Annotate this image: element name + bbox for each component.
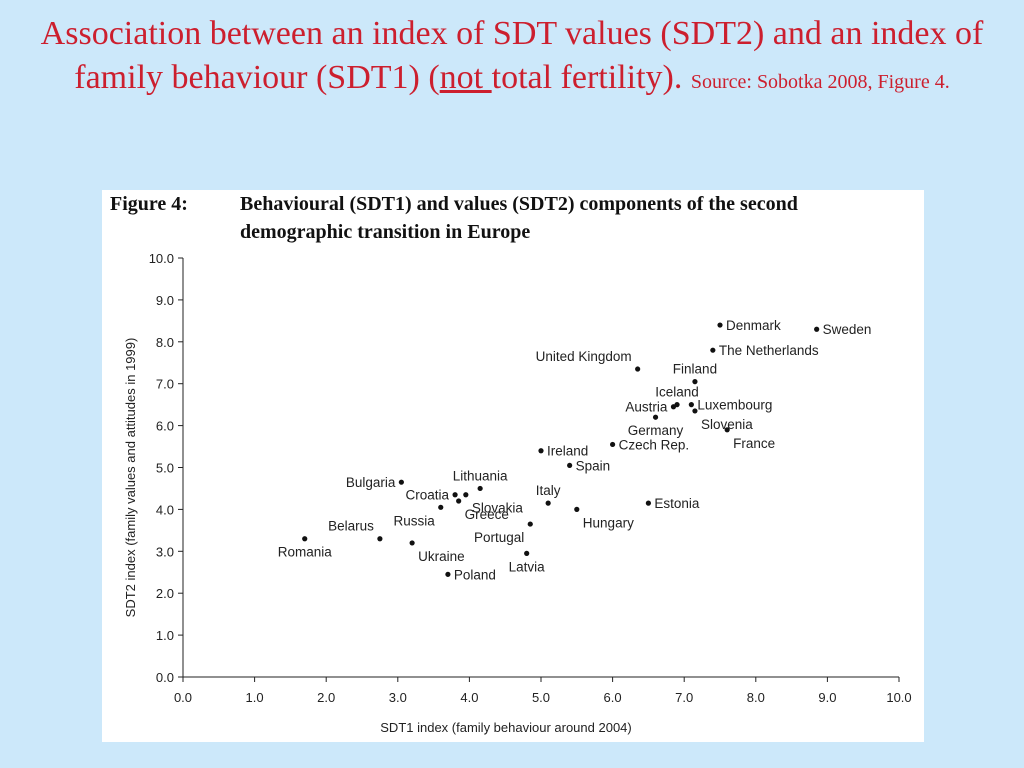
data-point <box>670 404 677 410</box>
title-text-2: total fertility). <box>491 59 683 96</box>
point-label: Denmark <box>726 318 781 333</box>
point-label: Finland <box>673 362 717 377</box>
source-citation: Source: Sobotka 2008, Figure 4. <box>690 71 950 93</box>
point-label: Italy <box>536 483 561 498</box>
y-tick-label: 6.0 <box>156 419 174 434</box>
y-tick-label: 0.0 <box>156 670 174 685</box>
point-label: Czech Rep. <box>619 437 690 452</box>
data-point <box>527 521 533 527</box>
point-label: Ireland <box>547 444 588 459</box>
data-point <box>692 379 698 385</box>
point-label: Iceland <box>655 385 699 400</box>
data-point <box>645 500 652 506</box>
point-label: Slovakia <box>472 501 524 516</box>
x-tick-label: 8.0 <box>747 690 765 705</box>
slide-title: Association between an index of SDT valu… <box>40 12 984 104</box>
y-tick-label: 10.0 <box>149 251 174 266</box>
figure-panel: Figure 4: Behavioural (SDT1) and values … <box>102 190 924 742</box>
data-point <box>814 326 820 332</box>
data-point <box>545 500 551 506</box>
y-tick-label: 4.0 <box>156 502 174 517</box>
point-label: Lithuania <box>453 468 508 483</box>
x-tick-label: 2.0 <box>317 690 335 705</box>
y-axis-label: SDT2 index (family values and attitudes … <box>123 338 138 618</box>
data-point <box>717 322 723 328</box>
point-label: Bulgaria <box>346 475 396 490</box>
data-point <box>610 441 616 448</box>
data-point <box>724 427 730 433</box>
figure-caption: Behavioural (SDT1) and values (SDT2) com… <box>240 193 798 243</box>
point-label: Luxembourg <box>697 398 772 413</box>
x-tick-label: 6.0 <box>604 690 622 705</box>
point-label: Poland <box>454 567 496 582</box>
data-point <box>524 550 530 556</box>
x-tick-label: 3.0 <box>389 690 407 705</box>
point-label: Latvia <box>509 559 546 574</box>
title-text-1: Association between an index of SDT valu… <box>40 15 984 96</box>
data-point <box>567 462 573 469</box>
x-tick-label: 7.0 <box>675 690 693 705</box>
title-underlined-word: not <box>439 59 492 96</box>
data-point <box>692 408 698 414</box>
point-label: Croatia <box>406 488 450 503</box>
y-tick-label: 9.0 <box>156 293 174 308</box>
x-tick-label: 9.0 <box>818 690 836 705</box>
y-tick-label: 5.0 <box>156 461 174 476</box>
data-point <box>538 448 544 454</box>
data-point <box>574 506 580 512</box>
point-label: Portugal <box>474 530 524 545</box>
y-tick-label: 3.0 <box>156 544 174 559</box>
point-label: United Kingdom <box>536 349 632 364</box>
data-point <box>477 485 483 492</box>
data-point <box>688 402 694 408</box>
y-tick-label: 1.0 <box>156 628 174 643</box>
data-point <box>463 492 469 498</box>
point-label: Sweden <box>823 322 872 337</box>
data-point <box>377 536 383 542</box>
data-point <box>652 414 659 420</box>
data-point <box>456 498 462 504</box>
point-label: Romania <box>278 545 333 560</box>
data-point <box>635 366 641 372</box>
data-point <box>398 479 404 485</box>
data-point <box>452 492 458 498</box>
point-label: Belarus <box>328 519 374 534</box>
data-point <box>445 571 451 577</box>
point-label: Austria <box>625 400 668 415</box>
x-tick-label: 5.0 <box>532 690 550 705</box>
y-tick-label: 2.0 <box>156 586 174 601</box>
y-tick-label: 8.0 <box>156 335 174 350</box>
data-point <box>438 504 444 510</box>
x-tick-label: 1.0 <box>246 690 264 705</box>
data-point <box>710 347 716 353</box>
point-label: Greece <box>465 507 509 522</box>
x-tick-label: 10.0 <box>886 690 911 705</box>
x-tick-label: 4.0 <box>460 690 478 705</box>
x-axis-label: SDT1 index (family behaviour around 2004… <box>380 720 631 735</box>
point-label: Estonia <box>654 496 700 511</box>
point-label: The Netherlands <box>719 343 819 358</box>
point-label: Hungary <box>583 515 634 530</box>
point-label: France <box>733 436 775 451</box>
figure-number: Figure 4: <box>110 193 188 215</box>
point-label: Spain <box>576 458 611 473</box>
data-point <box>409 540 415 546</box>
y-tick-label: 7.0 <box>156 377 174 392</box>
point-label: Russia <box>393 513 435 528</box>
point-label: Slovenia <box>701 417 753 432</box>
x-tick-label: 0.0 <box>174 690 192 705</box>
data-point <box>302 536 308 542</box>
point-label: Ukraine <box>418 549 465 564</box>
point-label: Germany <box>628 423 684 438</box>
scatter-chart: 0.0 1.0 2.0 3.0 4.0 5.0 6.0 7.0 8.0 9.0 10.0 0.0 1.0… <box>123 251 912 735</box>
